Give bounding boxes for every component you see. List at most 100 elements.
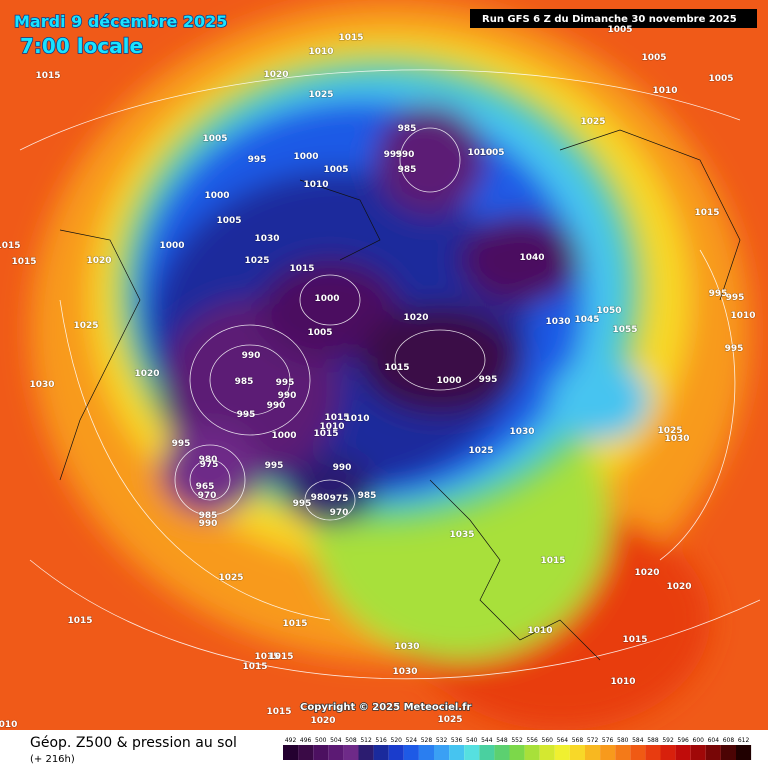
isobar-label: 1015 [242,662,267,672]
scale-swatch [645,745,661,760]
scale-label: 580 [617,737,629,744]
scale-label: 532 [436,737,448,744]
isobar-label: 975 [330,494,349,504]
scale-label: 552 [511,737,523,744]
scale-swatch [388,745,404,760]
isobar-label: 1030 [254,234,279,244]
scale-swatch [328,745,344,760]
scale-swatch [343,745,359,760]
scale-swatch [660,745,676,760]
isobar-label: 1000 [159,241,184,251]
scale-swatch [539,745,555,760]
isobar-label: 1015 [11,257,36,267]
scale-swatch [585,745,601,760]
scale-swatch [283,745,299,760]
scale-label: 572 [587,737,599,744]
isobar-label: 990 [333,463,352,473]
scale-label: 492 [285,737,297,744]
isobar-label: 1010 [652,86,677,96]
isobar-label: 995 [709,289,728,299]
coastlines [59,129,741,661]
scale-label: 608 [723,737,735,744]
scale-swatch [720,745,736,760]
isobar-label: 1030 [29,380,54,390]
scale-label: 504 [330,737,342,744]
isobar-label: 995 [479,375,498,385]
isobar-label: 1000 [204,191,229,201]
isobar-label: 1005 [202,134,227,144]
isobar-label: 990 [396,150,415,160]
isobar-label: 1010 [730,311,755,321]
scale-swatch [313,745,329,760]
isobar-label: 995 [172,439,191,449]
isobar-label: 990 [278,391,297,401]
copyright: Copyright © 2025 Meteociel.fr [300,702,471,713]
isobar-label: 1010 [319,422,344,432]
isobar-label: 1035 [449,530,474,540]
isobar-label: 1000 [293,152,318,162]
scale-label: 604 [708,737,720,744]
scale-label: 540 [466,737,478,744]
scale-swatch [358,745,374,760]
isobar-label: 1030 [509,427,534,437]
isobar-label: 1010 [610,677,635,687]
isobar-label: 980 [199,455,218,465]
scale-swatch [298,745,314,760]
scale-label: 596 [677,737,689,744]
scale-swatch [630,745,646,760]
isobar-label: 1030 [664,434,689,444]
isobar-label: 1005 [641,53,666,63]
scale-swatch [373,745,389,760]
scale-label: 496 [300,737,312,744]
isobar-label: 1000 [271,431,296,441]
isobar-label: 1020 [86,256,111,266]
isobar-label: 1015 [35,71,60,81]
isobar-label: 1015 [338,33,363,43]
scale-label: 560 [542,737,554,744]
scale-swatch [403,745,419,760]
scale-swatch [479,745,495,760]
isobar-label: 010 [0,720,17,730]
scale-label: 500 [315,737,327,744]
isobar-label: 1010 [303,180,328,190]
isobar-label: 1015 [268,652,293,662]
isobar-label: 965 [196,482,215,492]
scale-swatch [615,745,631,760]
map-field [0,0,768,730]
isobar-label: 1015 [282,619,307,629]
isobar-label: 985 [235,377,254,387]
isobar-label: 1010 [467,148,492,158]
isobar-label: 1015 [324,413,349,423]
scale-label: 556 [526,737,538,744]
isobar-label: 1030 [392,667,417,677]
scale-label: 536 [451,737,463,744]
scale-swatch [569,745,585,760]
scale-label: 564 [557,737,569,744]
scale-swatch [736,745,752,760]
isobar-label: 1025 [218,573,243,583]
scale-label: 512 [360,737,372,744]
scale-swatch [509,745,525,760]
isobar-label: 1015 [67,616,92,626]
isobar-label: 1020 [634,568,659,578]
map-subtitle: 7:00 locale [20,34,143,58]
scale-swatch [434,745,450,760]
isobar-label: 1020 [310,716,335,726]
isobar-label: 1015 [0,241,21,251]
scale-swatch [675,745,691,760]
run-info: Run GFS 6 Z du Dimanche 30 novembre 2025 [482,14,737,25]
scale-label: 612 [738,737,750,744]
isobar-label: 1005 [307,328,332,338]
isobar-label: 985 [398,124,417,134]
map-title: Mardi 9 décembre 2025 [14,12,227,31]
scale-label: 520 [391,737,403,744]
isobar-label: 1030 [545,317,570,327]
isobar-label: 1030 [394,642,419,652]
scale-label: 584 [632,737,644,744]
isobar-label: 985 [358,491,377,501]
isobar-label: 995 [384,150,403,160]
scale-label: 576 [602,737,614,744]
isobar-label: 1010 [308,47,333,57]
